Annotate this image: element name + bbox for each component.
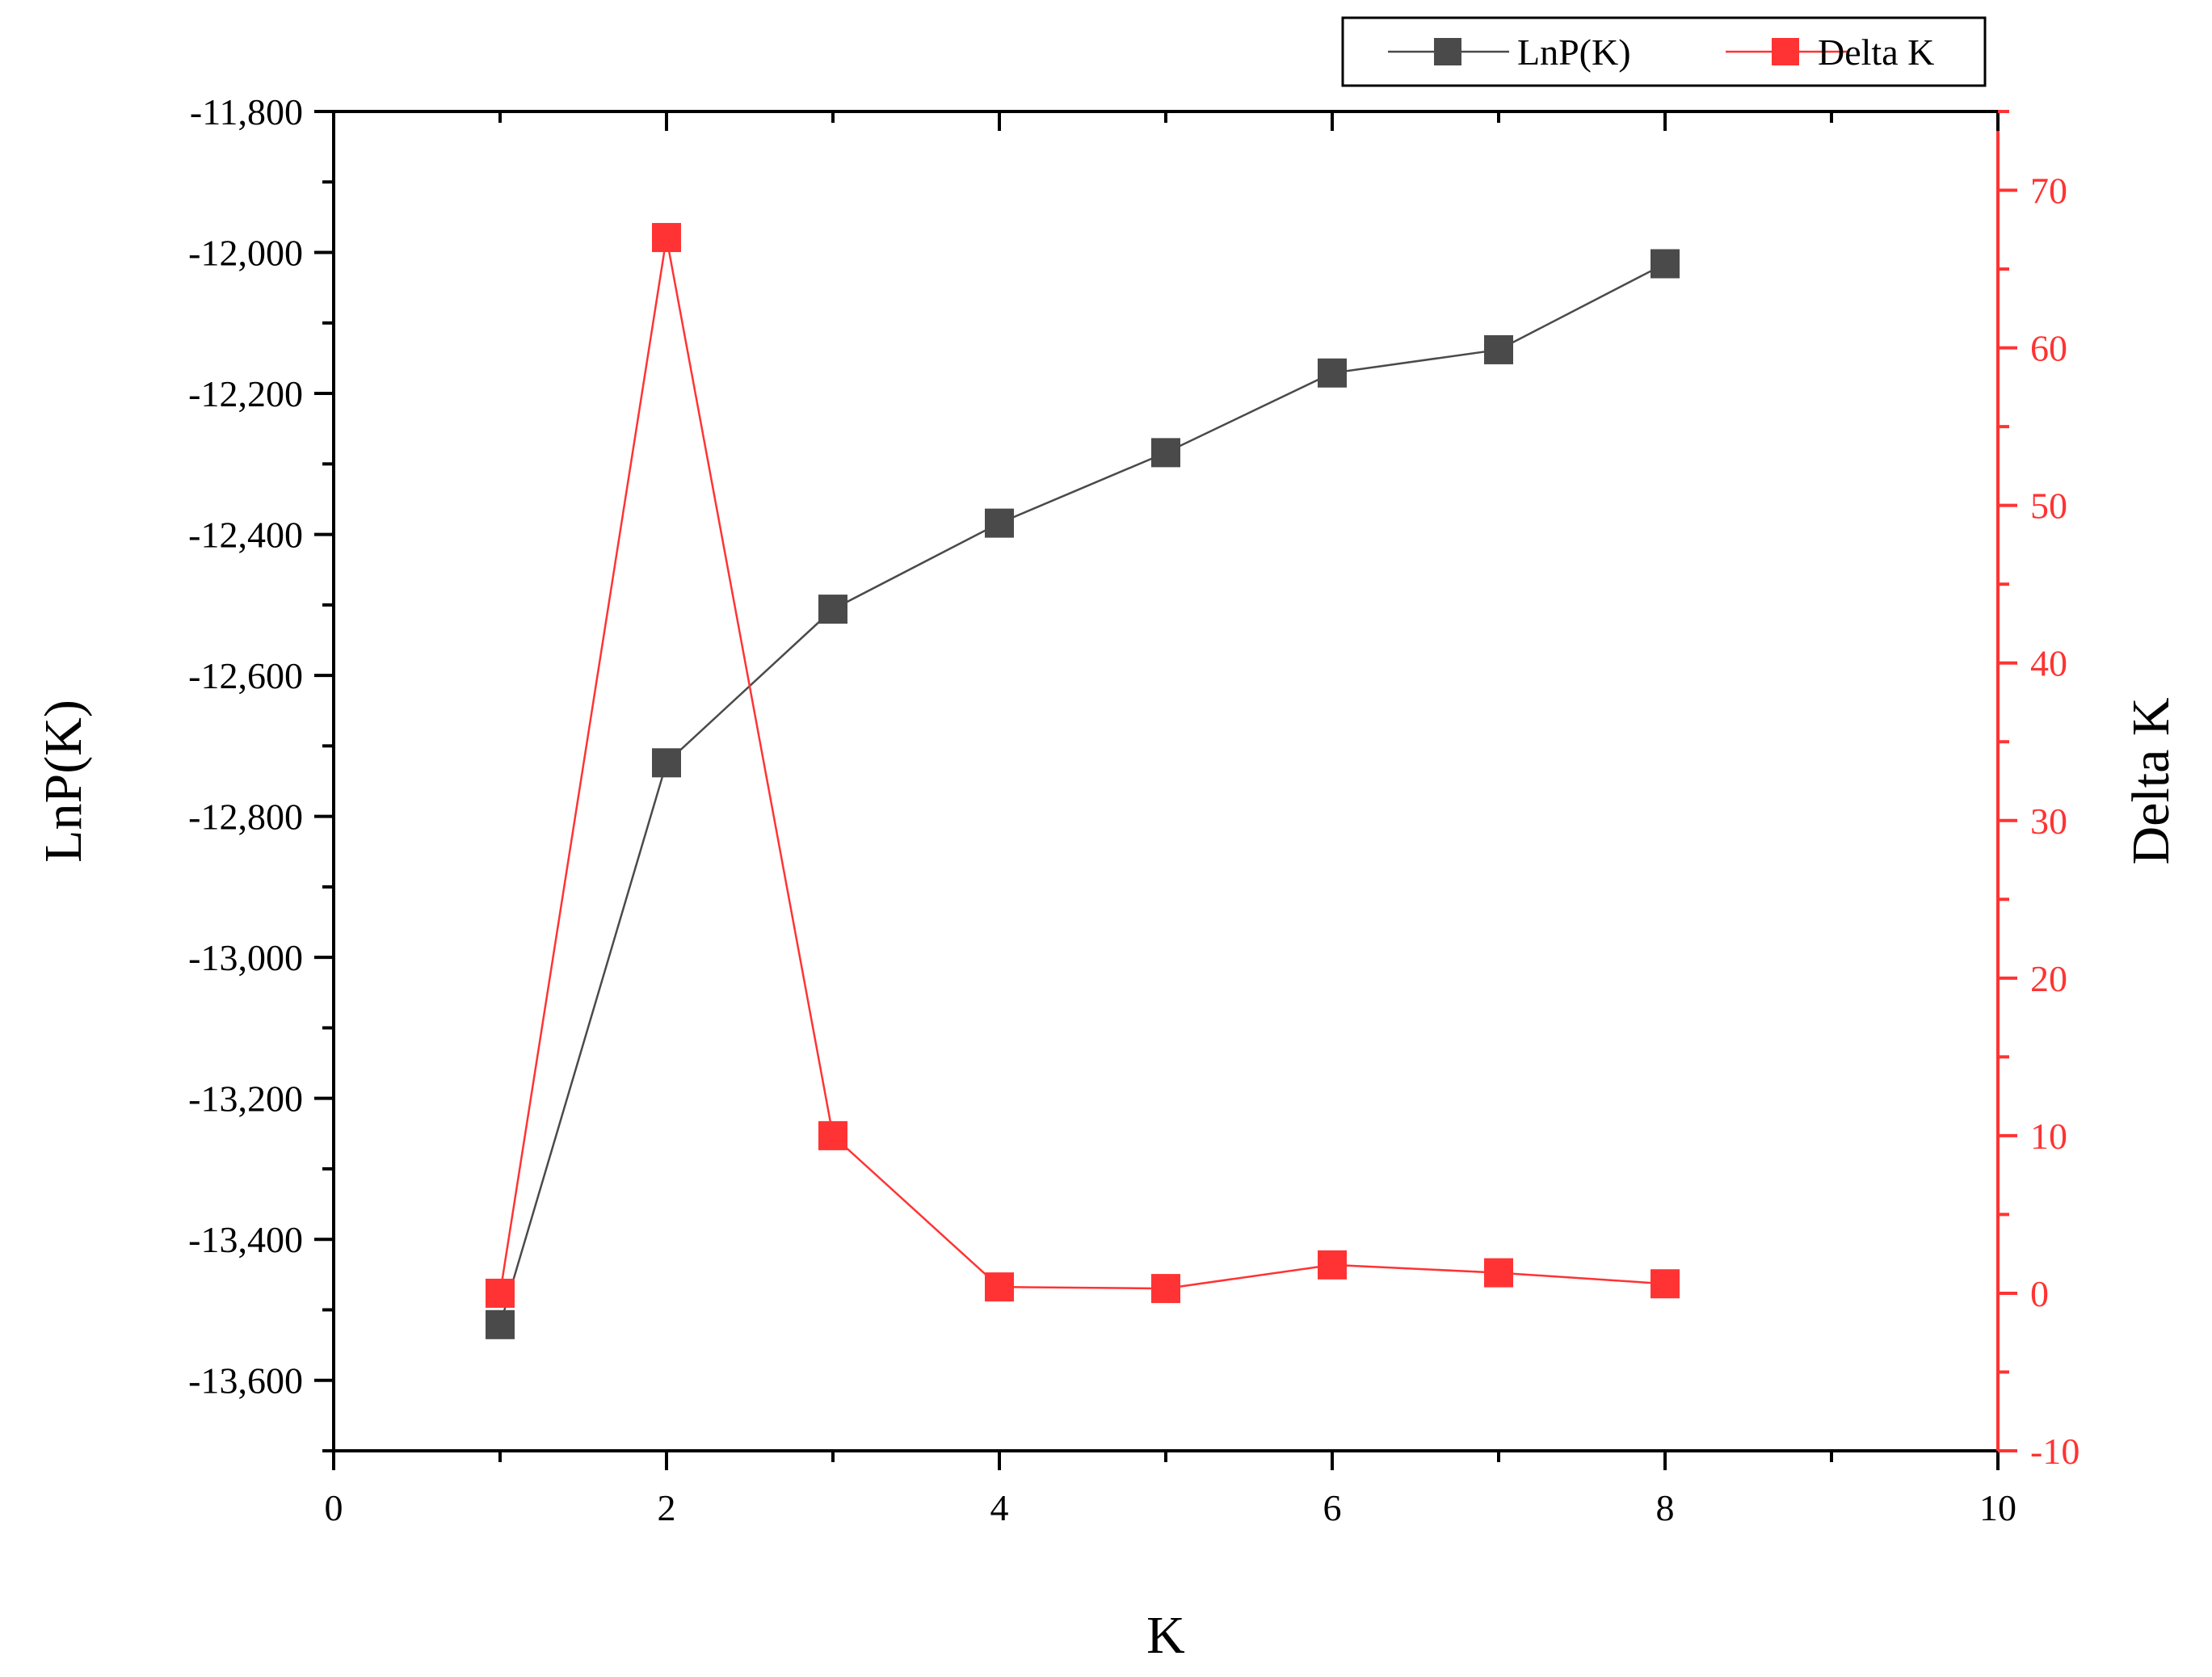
series-layer (486, 223, 1680, 1339)
data-point-delta-k (1651, 1269, 1680, 1299)
series-line-lnp-k (498, 263, 1666, 1326)
left-y-tick-label: -12,000 (188, 233, 303, 274)
x-tick-label: 0 (325, 1487, 343, 1528)
x-tick-label: 6 (1323, 1487, 1342, 1528)
axes-frame: 0 2 4 6 8 10 -11,800 -12,000 -12,200 -12,400 -12,6… (188, 91, 2080, 1528)
left-y-tick-label: -13,600 (188, 1360, 303, 1402)
data-point-delta-k (1151, 1274, 1180, 1304)
x-tick-label: 8 (1656, 1487, 1675, 1528)
legend-marker-delta-k (1772, 38, 1799, 65)
x-tick-label: 2 (658, 1487, 676, 1528)
right-y-axis-title: Delta K (2122, 697, 2180, 864)
left-y-tick-label: -13,400 (188, 1219, 303, 1260)
left-y-tick-label: -13,200 (188, 1078, 303, 1120)
data-point-delta-k (1484, 1258, 1513, 1288)
data-point-delta-k (985, 1272, 1014, 1302)
legend-label-lnp-k: LnP(K) (1517, 32, 1631, 73)
data-point-delta-k (1318, 1250, 1347, 1280)
x-tick-label: 4 (990, 1487, 1009, 1528)
data-point-lnp-k (1484, 334, 1513, 364)
legend-marker-lnp-k (1434, 38, 1461, 65)
data-point-lnp-k (1151, 438, 1180, 468)
right-y-tick-label: 50 (2030, 485, 2067, 527)
right-y-tick-label: 10 (2030, 1116, 2067, 1157)
left-y-axis-title: LnP(K) (34, 700, 93, 863)
right-y-tick-label: 70 (2030, 170, 2067, 212)
data-point-lnp-k (1651, 249, 1680, 279)
data-point-lnp-k (486, 1309, 515, 1339)
series-line-delta-k (498, 237, 1666, 1294)
left-y-tick-label: -12,800 (188, 796, 303, 838)
data-point-lnp-k (818, 595, 847, 624)
right-y-tick-label: 60 (2030, 328, 2067, 369)
right-y-tick-label: 30 (2030, 801, 2067, 842)
data-point-delta-k (652, 223, 681, 253)
right-y-tick-label: -10 (2030, 1431, 2080, 1472)
x-axis-title: K (1146, 1606, 1185, 1665)
right-y-tick-label: 20 (2030, 958, 2067, 999)
left-y-tick-label: -12,400 (188, 515, 303, 556)
left-y-tick-label: -12,600 (188, 655, 303, 696)
data-point-delta-k (818, 1120, 847, 1150)
left-y-tick-label: -11,800 (190, 91, 303, 132)
right-y-tick-label: 0 (2030, 1273, 2049, 1314)
legend-label-delta-k: Delta K (1818, 32, 1934, 73)
left-y-tick-label: -12,200 (188, 373, 303, 414)
data-point-lnp-k (1318, 358, 1347, 388)
left-y-tick-label: -13,000 (188, 937, 303, 978)
legend: LnP(K) Delta K (1341, 16, 1987, 87)
right-y-tick-label: 40 (2030, 643, 2067, 684)
data-point-lnp-k (985, 508, 1014, 538)
data-point-delta-k (486, 1278, 515, 1308)
data-point-lnp-k (652, 748, 681, 778)
x-tick-label: 10 (1979, 1487, 2016, 1528)
